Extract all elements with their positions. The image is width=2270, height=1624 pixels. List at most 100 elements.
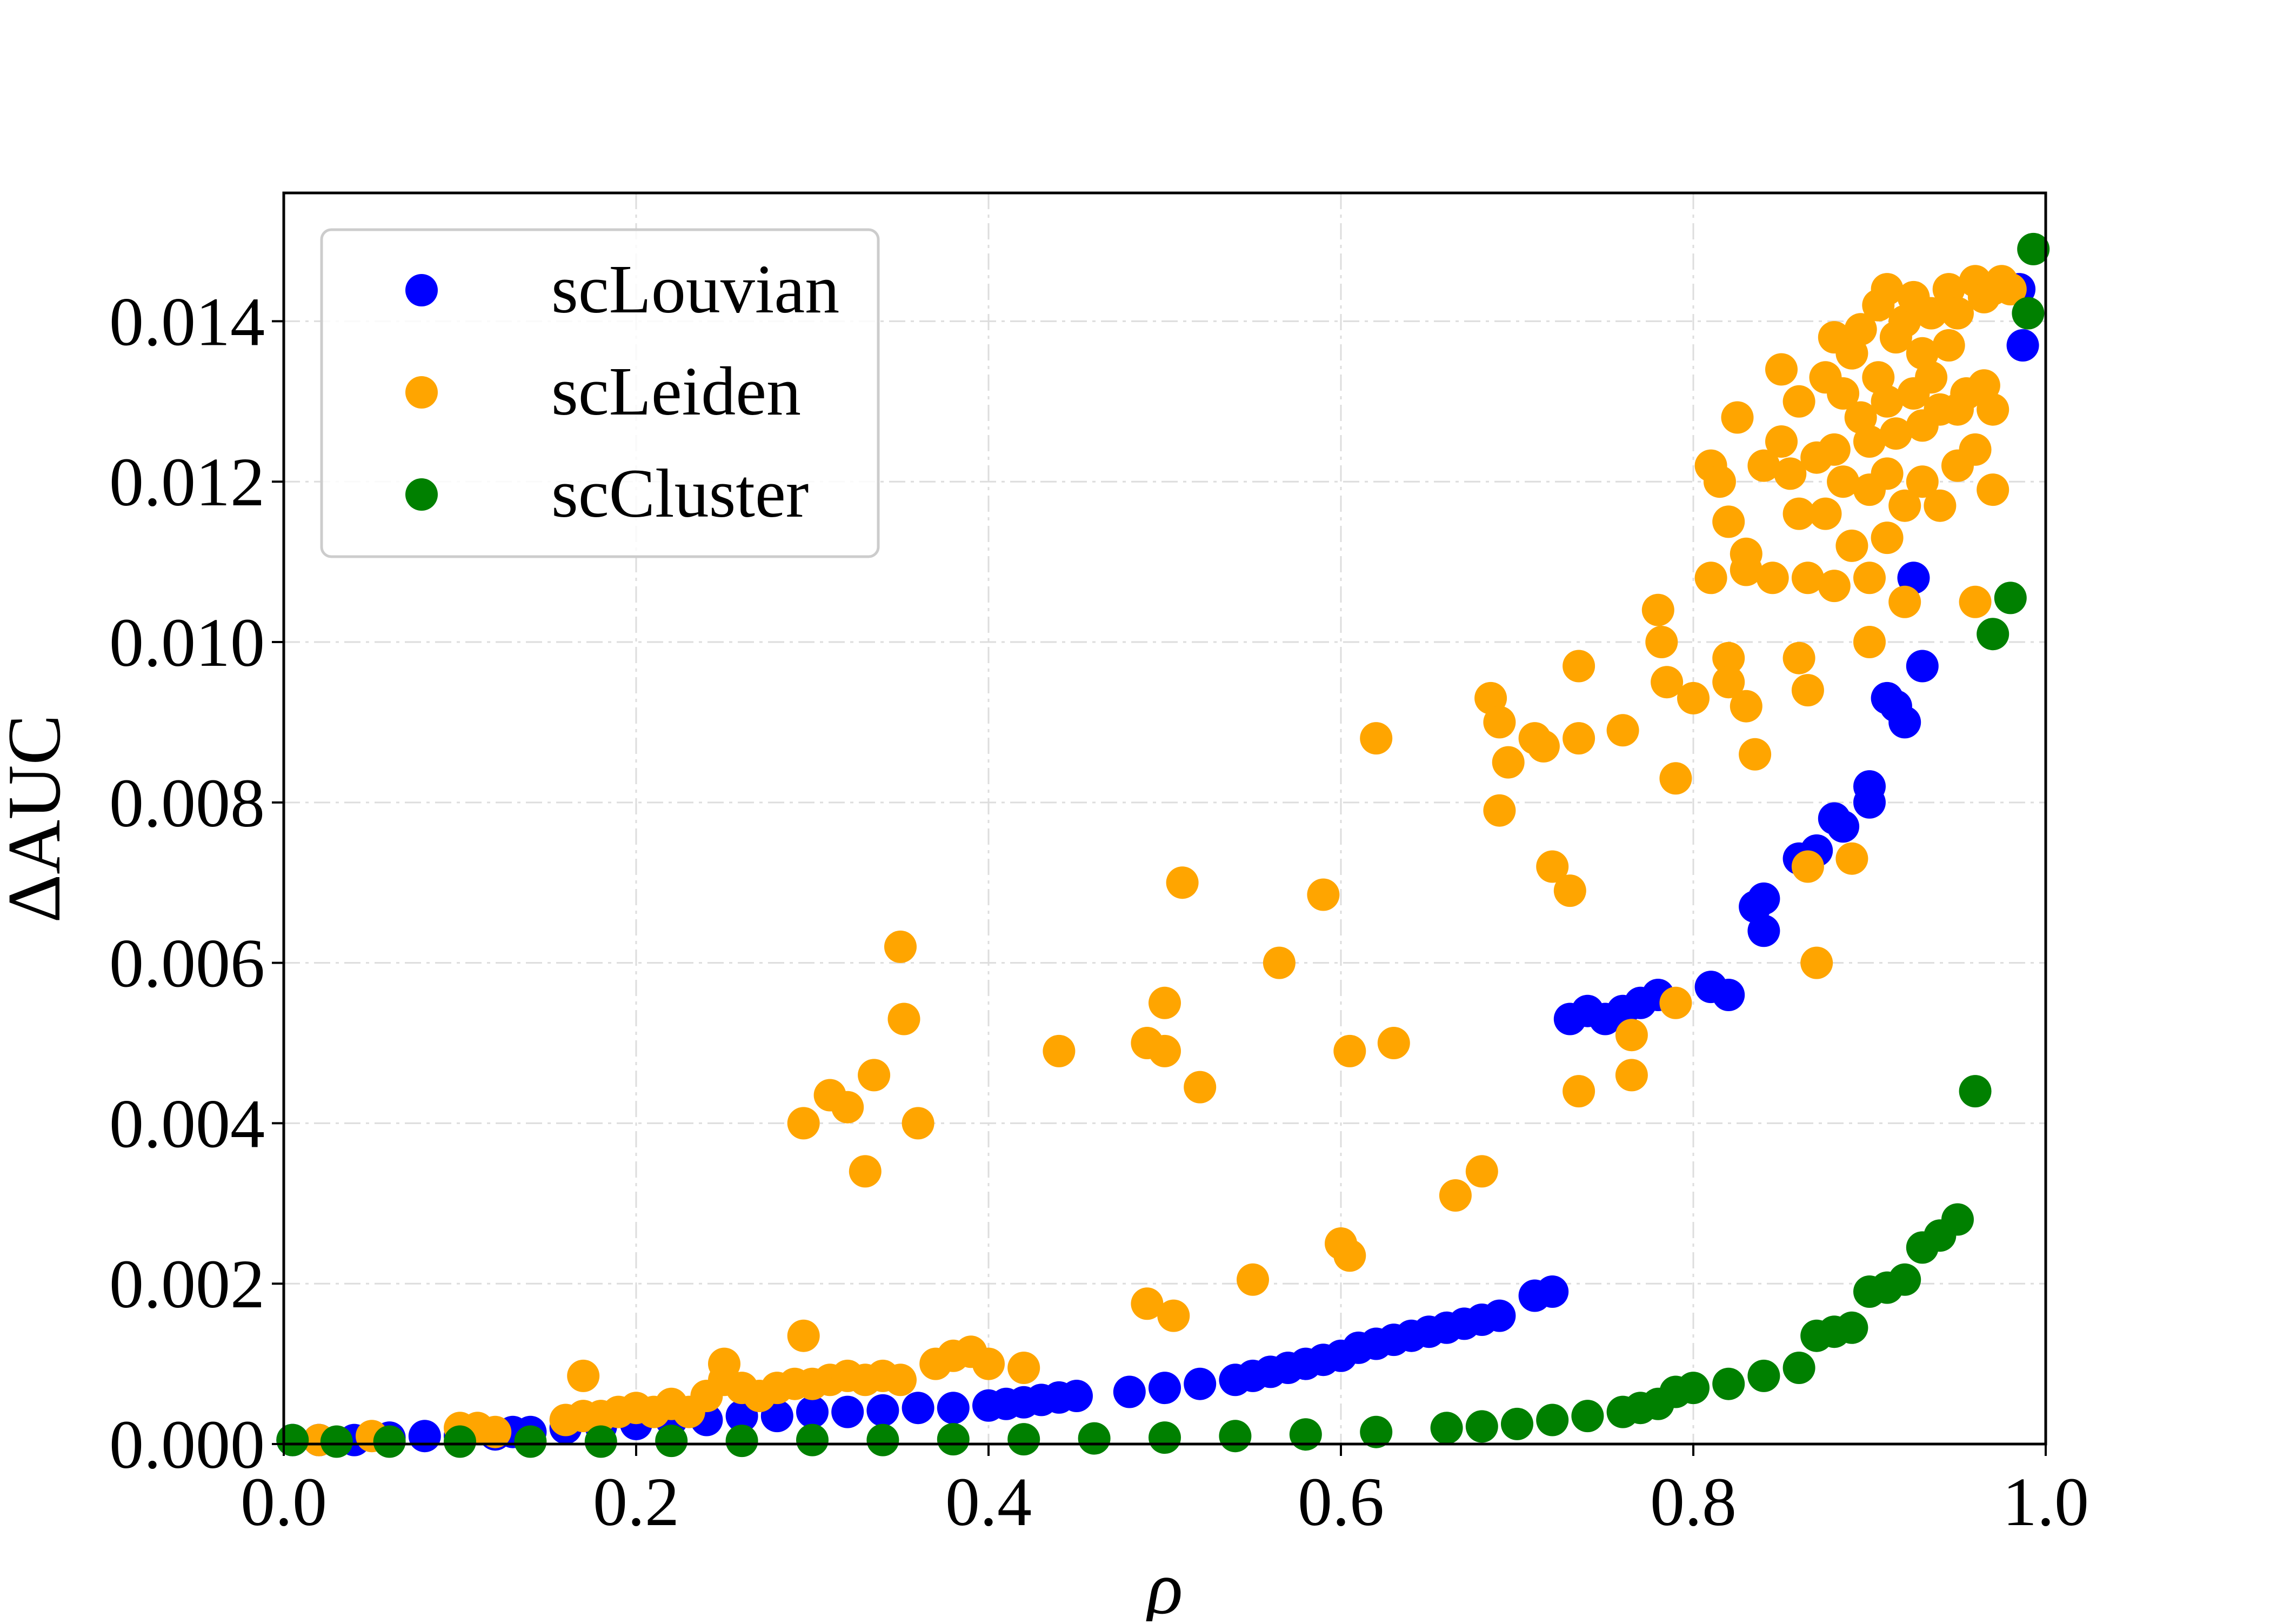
point-scleiden: [708, 1347, 740, 1380]
point-sclouvian: [1113, 1375, 1146, 1408]
point-scleiden: [1915, 361, 1948, 394]
point-scleiden: [1994, 273, 2027, 306]
point-scleiden: [1483, 794, 1516, 827]
point-sccluster: [2017, 232, 2050, 265]
point-scleiden: [884, 930, 917, 963]
x-axis-label: ρ: [1144, 1546, 1183, 1621]
y-tick-label: 0.002: [109, 1246, 265, 1322]
plot-frame: [282, 191, 2047, 1446]
point-sccluster: [796, 1423, 829, 1456]
point-scleiden: [1853, 626, 1886, 658]
point-sclouvian: [1853, 770, 1886, 803]
point-scleiden: [1739, 738, 1772, 771]
y-tick-label: 0.008: [109, 765, 265, 841]
point-sccluster: [1501, 1407, 1533, 1440]
x-axis-ticks: 0.0 0.2 0.4 0.6 0.8 1.0: [241, 1444, 2089, 1540]
point-scleiden: [1791, 674, 1824, 707]
point-sclouvian: [1060, 1380, 1093, 1412]
x-tick-label: 0.2: [593, 1463, 679, 1540]
point-sclouvian: [1827, 810, 1860, 843]
point-scleiden: [1563, 1075, 1595, 1108]
point-scleiden: [1651, 666, 1684, 699]
point-sclouvian: [1747, 914, 1780, 947]
point-scleiden: [972, 1347, 1005, 1380]
point-scleiden: [1606, 714, 1639, 747]
x-tick-label: 0.4: [945, 1463, 1032, 1540]
point-scleiden: [1835, 842, 1868, 875]
point-scleiden: [1774, 457, 1807, 490]
point-scleiden: [1641, 593, 1674, 626]
legend-box: [320, 228, 880, 558]
y-axis-label: ΔAUC: [0, 714, 76, 923]
point-scleiden: [1439, 1179, 1472, 1212]
point-scleiden: [1694, 562, 1727, 594]
point-scleiden: [1645, 626, 1678, 658]
point-scleiden: [1703, 465, 1736, 498]
point-scleiden: [1659, 986, 1692, 1019]
point-scleiden: [1906, 465, 1939, 498]
point-scleiden: [1888, 585, 1921, 618]
point-sccluster: [1465, 1410, 1498, 1443]
point-scleiden: [884, 1364, 917, 1396]
point-scleiden: [1615, 1059, 1648, 1092]
point-scleiden: [1756, 562, 1789, 594]
x-tick-label: 0.6: [1298, 1463, 1384, 1540]
legend-label-sclouvian: scLouvian: [551, 251, 839, 328]
point-scleiden: [1818, 433, 1851, 466]
point-sccluster: [866, 1423, 899, 1456]
legend-marker-scleiden: [405, 376, 438, 409]
point-scleiden: [1871, 522, 1904, 554]
point-sclouvian: [831, 1395, 864, 1428]
point-scleiden: [1527, 730, 1560, 763]
point-sclouvian: [902, 1392, 934, 1425]
point-sccluster: [1430, 1412, 1463, 1445]
point-sclouvian: [937, 1392, 970, 1425]
point-scleiden: [1712, 505, 1745, 538]
legend-marker-sclouvian: [405, 274, 438, 306]
point-scleiden: [1844, 313, 1877, 346]
point-sccluster: [514, 1425, 547, 1458]
point-sclouvian: [1747, 882, 1780, 915]
point-scleiden: [1959, 433, 1992, 466]
point-scleiden: [1553, 874, 1586, 907]
point-scleiden: [858, 1059, 891, 1092]
y-tick-label: 0.014: [109, 283, 265, 360]
point-scleiden: [1563, 650, 1595, 683]
point-sccluster: [444, 1425, 476, 1458]
point-sccluster: [373, 1425, 406, 1458]
point-scleiden: [1879, 417, 1912, 450]
point-scleiden: [1184, 1071, 1217, 1104]
point-scleiden: [1888, 489, 1921, 522]
point-sclouvian: [866, 1394, 899, 1427]
point-scleiden: [1765, 425, 1798, 458]
point-scleiden: [1237, 1263, 1269, 1296]
point-scleiden: [1677, 681, 1710, 714]
y-tick-label: 0.004: [109, 1085, 265, 1162]
point-scleiden: [787, 1319, 820, 1352]
point-scleiden: [1791, 562, 1824, 594]
point-scleiden: [1730, 690, 1762, 723]
legend-label-scleiden: scLeiden: [551, 353, 801, 430]
point-scleiden: [1536, 850, 1569, 883]
point-sccluster: [1712, 1367, 1745, 1400]
point-scleiden: [1871, 273, 1904, 306]
point-scleiden: [831, 1091, 864, 1124]
point-sccluster: [655, 1425, 688, 1458]
point-sccluster: [937, 1423, 970, 1456]
point-sccluster: [1782, 1352, 1815, 1384]
point-scleiden: [1007, 1352, 1040, 1384]
point-scleiden: [1563, 722, 1595, 755]
point-scleiden: [1615, 1019, 1648, 1052]
series-sccluster: [276, 232, 2050, 1458]
point-scleiden: [1307, 878, 1340, 911]
point-scleiden: [1932, 329, 1965, 362]
point-sccluster: [1941, 1203, 1974, 1236]
point-scleiden: [1853, 425, 1886, 458]
point-scleiden: [479, 1415, 512, 1448]
point-sclouvian: [2006, 329, 2039, 362]
y-tick-label: 0.000: [109, 1406, 265, 1483]
point-sccluster: [1835, 1311, 1868, 1344]
point-sclouvian: [1184, 1367, 1217, 1400]
point-scleiden: [1977, 473, 2009, 506]
